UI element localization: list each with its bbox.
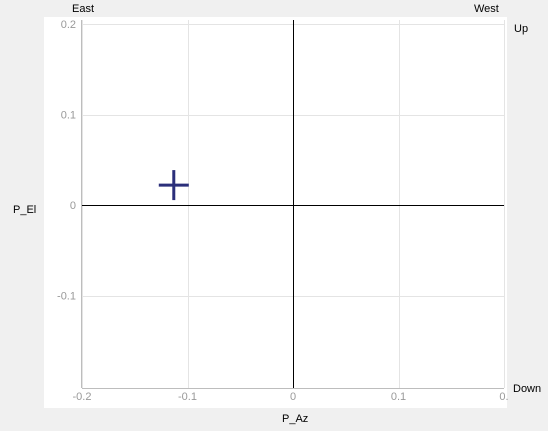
y-axis-title: P_El xyxy=(13,204,37,216)
x-tick-label-3: 0.1 xyxy=(391,391,406,403)
x-tick-label-1: -0.1 xyxy=(178,391,197,403)
y-tick-label-3: -0.1 xyxy=(57,291,76,303)
x-tick-label-2: 0 xyxy=(290,391,296,403)
y-tick-label-1: 0.1 xyxy=(61,110,76,122)
plot-background xyxy=(44,17,507,408)
label-east: East xyxy=(72,3,95,15)
x-tick-label-4: 0. xyxy=(499,391,508,403)
label-west: West xyxy=(474,3,499,15)
y-tick-label-2: 0 xyxy=(70,200,76,212)
x-tick-label-0: -0.2 xyxy=(73,391,92,403)
label-down: Down xyxy=(513,383,542,395)
data-point-0 xyxy=(158,170,189,201)
label-up: Up xyxy=(514,23,529,35)
y-tick-label-0: 0.2 xyxy=(61,19,76,31)
x-axis-title: P_Az xyxy=(282,413,309,425)
